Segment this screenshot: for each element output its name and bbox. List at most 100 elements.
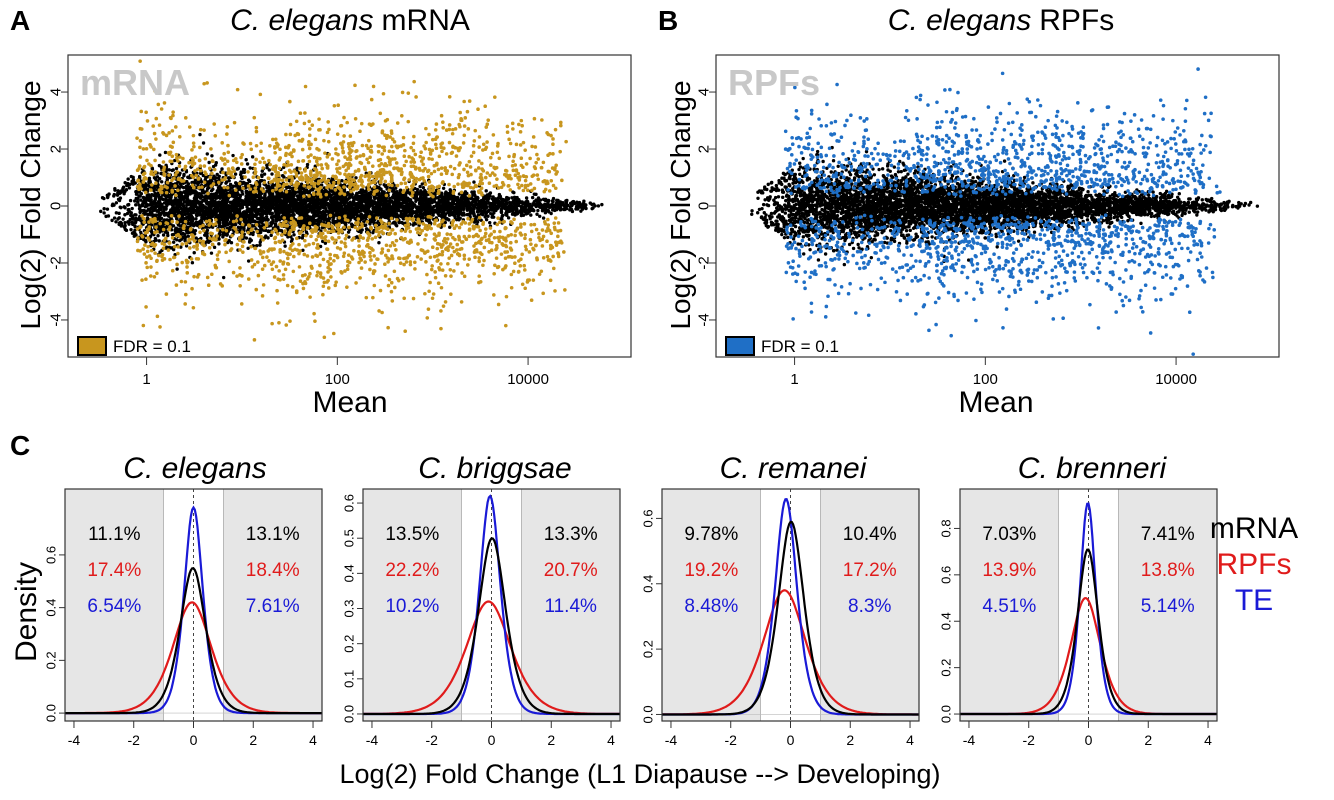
scatter-point: [520, 200, 524, 204]
scatter-point: [153, 197, 157, 202]
scatter-point: [421, 216, 425, 220]
scatter-point: [332, 198, 336, 202]
scatter-point: [210, 196, 214, 201]
scatter-point: [131, 175, 135, 180]
scatter-point: [235, 167, 240, 171]
scatter-point: [508, 209, 512, 214]
scatter-point: [136, 200, 140, 204]
scatter-point: [498, 194, 503, 199]
scatter-point: [236, 210, 240, 214]
scatter-point: [283, 201, 287, 206]
scatter-point: [173, 252, 177, 257]
scatter-point: [133, 199, 137, 203]
scatter-point: [260, 174, 264, 179]
scatter-point: [564, 200, 569, 205]
scatter-point: [515, 202, 519, 206]
scatter-point: [147, 176, 152, 181]
scatter-point: [510, 196, 514, 200]
scatter-point: [295, 210, 300, 215]
scatter-point: [148, 213, 153, 217]
scatter-point: [526, 208, 531, 212]
scatter-point: [330, 209, 334, 214]
scatter-point: [181, 203, 186, 208]
scatter-point: [159, 180, 164, 184]
scatter-point: [186, 207, 190, 211]
scatter-point: [198, 132, 202, 137]
scatter-point: [310, 200, 315, 204]
scatter-point: [427, 197, 431, 201]
scatter-point: [508, 201, 513, 205]
scatter-point: [354, 193, 358, 198]
scatter-point: [379, 194, 383, 198]
scatter-point: [200, 216, 204, 220]
scatter-point: [159, 216, 164, 221]
scatter-point: [499, 200, 503, 204]
scatter-point: [400, 213, 404, 217]
scatter-point: [227, 211, 231, 215]
scatter-point: [184, 189, 188, 193]
scatter-point: [279, 229, 284, 233]
scatter-point: [417, 210, 421, 214]
scatter-point: [534, 198, 538, 202]
scatter-point: [205, 228, 210, 233]
scatter-point: [156, 200, 160, 204]
scatter-point: [371, 215, 375, 219]
scatter-point: [182, 174, 186, 178]
scatter-point: [175, 267, 179, 271]
scatter-point: [260, 169, 264, 173]
scatter-point: [474, 202, 478, 206]
scatter-point: [465, 198, 470, 202]
scatter-point: [185, 230, 189, 234]
scatter-point: [201, 141, 206, 145]
scatter-point: [179, 184, 184, 189]
scatter-point: [436, 207, 440, 211]
scatter-point: [463, 193, 467, 197]
scatter-point: [329, 193, 334, 197]
scatter-point: [245, 215, 250, 219]
scatter-point: [138, 194, 142, 198]
scatter-point: [248, 239, 252, 243]
scatter-point: [225, 223, 230, 227]
scatter-point: [527, 202, 532, 206]
scatter-point: [102, 211, 106, 215]
scatter-point: [198, 204, 202, 208]
scatter-point: [102, 207, 106, 211]
scatter-point: [241, 213, 245, 217]
scatter-point: [270, 211, 275, 216]
panel-a-title-kind: mRNA: [382, 4, 470, 37]
scatter-point: [264, 210, 268, 215]
scatter-point: [474, 218, 478, 222]
scatter-point: [299, 191, 303, 195]
scatter-point: [171, 168, 175, 172]
scatter-point: [547, 203, 551, 208]
scatter-point: [271, 220, 275, 225]
scatter-point: [543, 197, 548, 201]
scatter-point: [241, 167, 246, 172]
scatter-point: [257, 191, 262, 196]
scatter-point: [190, 204, 194, 209]
scatter-point: [519, 204, 524, 209]
scatter-point: [472, 192, 477, 197]
scatter-point: [237, 203, 242, 208]
scatter-point: [425, 201, 430, 206]
scatter-point: [144, 240, 148, 244]
scatter-point: [134, 192, 139, 196]
scatter-point: [292, 194, 296, 198]
scatter-point: [229, 240, 234, 245]
scatter-point: [499, 210, 504, 214]
scatter-point: [204, 240, 208, 244]
scatter-point: [415, 205, 420, 210]
scatter-point: [250, 224, 254, 228]
scatter-point: [442, 207, 446, 211]
scatter-point: [551, 196, 556, 201]
scatter-point: [360, 188, 365, 192]
scatter-point: [216, 176, 221, 180]
scatter-point: [126, 203, 130, 207]
scatter-point: [578, 205, 582, 209]
scatter-point: [446, 198, 450, 202]
scatter-point: [133, 213, 137, 217]
scatter-point: [298, 202, 303, 207]
scatter-point: [556, 204, 561, 209]
scatter-point: [351, 196, 355, 200]
scatter-point: [216, 195, 221, 200]
